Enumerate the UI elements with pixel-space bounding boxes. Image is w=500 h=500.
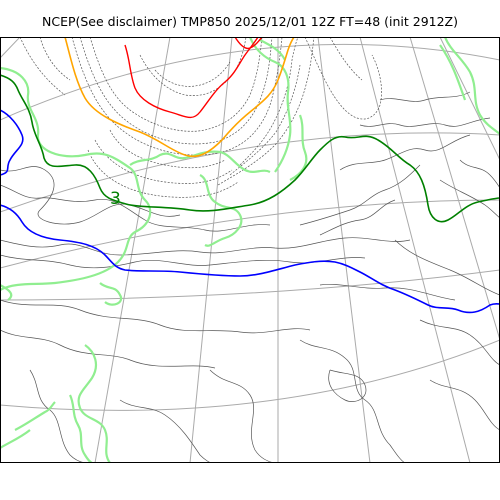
isotherm-line (319, 199, 396, 236)
isotherm-line (0, 166, 181, 225)
isotherm-line (229, 64, 301, 176)
isotherm-line (339, 134, 471, 171)
dense-isotherms (19, 37, 382, 198)
coastline (289, 114, 308, 181)
isotherm-line (71, 37, 283, 156)
map-title: NCEP(See disclaimer) TMP850 2025/12/01 1… (41, 14, 458, 29)
latitude-line (0, 199, 500, 269)
isotherm-red (234, 37, 263, 50)
meridian-line (94, 37, 171, 463)
coastline (439, 44, 467, 101)
isotherm-line (109, 129, 226, 169)
latitude-line (0, 132, 500, 213)
isotherm-0 (0, 204, 500, 314)
coastline (259, 39, 286, 61)
isotherm-line (0, 184, 271, 232)
isotherm-line (154, 61, 231, 87)
isotherm-line (217, 37, 315, 186)
isotherm-line (0, 329, 216, 369)
isotherm-line (139, 37, 247, 96)
latitude-line (0, 269, 500, 301)
isotherm-line (439, 179, 500, 219)
isotherm-line (19, 37, 66, 96)
isotherm-line (94, 139, 233, 184)
latitude-line (0, 339, 500, 411)
isotherm-line (39, 37, 71, 81)
coastline (77, 344, 111, 463)
isotherm-red (124, 37, 259, 119)
isotherm-line (89, 37, 263, 132)
meridian-line (0, 37, 21, 59)
meridian-line (439, 37, 500, 161)
coastline (248, 37, 292, 173)
isotherm-line (328, 369, 367, 402)
isotherm-line (299, 164, 421, 226)
coastline (443, 37, 500, 135)
coastline (129, 150, 271, 174)
meridian-line (189, 37, 233, 463)
isotherm-line (29, 369, 86, 463)
isotherm-line (304, 37, 382, 120)
isotherm-line (0, 299, 311, 334)
isotherm-line (239, 37, 299, 166)
isotherm-line (329, 37, 363, 81)
meridian-line (317, 37, 371, 463)
isotherm-line (419, 319, 500, 366)
isotherm-line (429, 379, 500, 431)
isotherm-3-label: 3 (110, 189, 121, 209)
coastline (99, 282, 123, 306)
isotherm-orange (64, 37, 295, 158)
isotherm-line (0, 254, 366, 269)
coastline (14, 401, 56, 431)
isotherm-line (0, 237, 411, 256)
isotherm-line (299, 339, 406, 463)
coastline (199, 174, 243, 247)
isotherm-line (79, 37, 273, 145)
meridian-line (359, 37, 471, 463)
isotherm-line (209, 369, 276, 463)
isotherm-line (359, 117, 491, 127)
isotherm-line (394, 239, 500, 296)
coastline (0, 66, 152, 291)
latitude-line (0, 43, 500, 121)
isotherm-line (119, 399, 213, 463)
isotherm-line (459, 159, 500, 189)
isotherm-line (319, 284, 456, 301)
coastline (0, 284, 13, 301)
isotherm-line (379, 91, 471, 102)
coastline (68, 394, 93, 463)
isotherm-3 (0, 74, 500, 223)
coastline (0, 429, 31, 449)
isotherm-0 (0, 109, 24, 176)
latitude-lines (0, 43, 500, 411)
coastlines (0, 37, 500, 463)
